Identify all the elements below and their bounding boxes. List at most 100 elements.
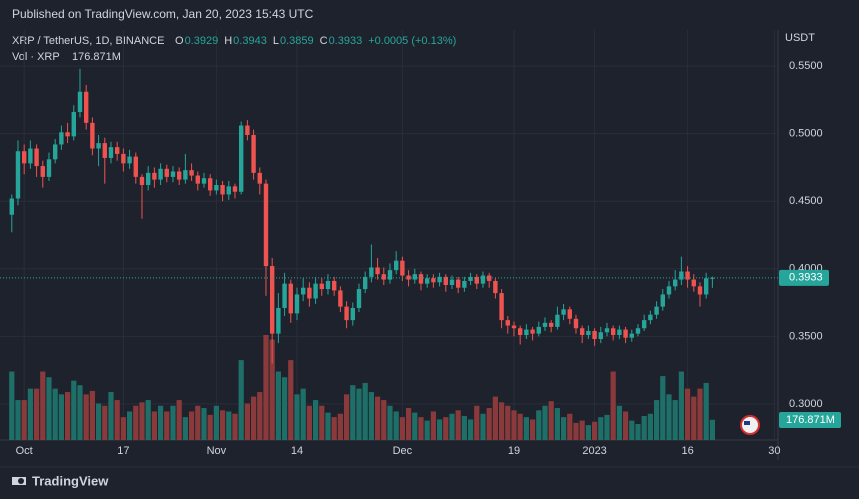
candle-body [34,148,39,167]
volume-bar [164,411,170,440]
candle-body [412,274,417,280]
candle-body [90,122,95,149]
volume-bar [635,424,641,440]
volume-bar [151,411,157,440]
volume-bar [610,371,616,440]
x-tick-label: Dec [393,445,413,457]
candle-body [648,314,653,321]
y-tick-label: 0.3000 [789,398,823,410]
x-tick-label: 17 [117,445,129,457]
volume-bar [281,377,288,440]
candle-body [52,144,58,160]
volume-bar [244,403,250,440]
candle-body [83,91,89,123]
volume-bar [399,417,405,440]
volume-bar [436,419,443,440]
volume-bar [405,408,412,440]
candle-body [15,151,21,199]
candle-body [424,278,430,284]
candle-body [710,277,715,279]
volume-bar [449,413,455,440]
volume-bar [343,394,350,440]
candle-body [139,176,145,185]
candle-body [176,171,182,180]
candle-body [276,307,281,334]
volume-bar [207,414,213,440]
candle-body [703,278,709,295]
volume-bar [517,413,523,440]
candle-body [269,266,275,334]
brand: TradingView [32,473,109,488]
volume-bar [536,410,542,440]
candle-body [220,185,225,195]
candle-body [195,175,200,184]
ohlc-legend-label: H [224,35,232,47]
candle-body [28,148,33,164]
y-tick-label: 0.5500 [789,60,823,72]
volume-bar [350,385,356,440]
ohlc-legend-value: 0.3933 [329,35,363,47]
candle-body [158,168,163,180]
candle-body [77,91,83,113]
candle-body [542,322,548,327]
candle-body [313,283,318,299]
volume-tag-label: 176.871M [786,414,835,426]
volume-bar [133,405,139,440]
candle-body [536,326,541,334]
candle-body [121,153,126,164]
candle-body [338,290,343,307]
volume-bar [703,382,709,440]
volume-bar [548,401,554,440]
volume-bar [226,411,232,440]
candle-body [226,186,231,195]
x-tick-label: Oct [16,445,33,457]
volume-bar [604,414,610,440]
candle-body [238,125,244,192]
candle-body [393,260,399,271]
candle-body [71,112,76,137]
volume-legend-value: 176.871M [72,51,121,63]
volume-bar [58,394,64,440]
volume-bar [213,405,219,440]
volume-bar [480,413,486,440]
y-tick-label: 0.5000 [789,128,823,140]
volume-bar [102,405,108,440]
volume-bar [573,422,579,440]
volume-bar [27,388,33,440]
volume-bar [467,419,474,440]
volume-bar [672,400,678,440]
volume-bar [306,405,312,440]
last-price-label: 0.3933 [789,272,823,284]
volume-bar [331,417,337,440]
candle-body [437,276,442,283]
volume-bar [697,388,703,440]
volume-bar [188,411,195,440]
volume-bar [381,400,387,440]
candle-body [555,314,560,327]
volume-bar [474,405,480,440]
last-price-tag [779,269,829,286]
volume-bar [362,382,368,440]
volume-bar [368,392,374,440]
volume-bar [424,420,430,440]
candle-body [505,320,510,326]
volume-bar [52,388,58,440]
candle-body [499,293,504,321]
volume-bar [579,420,585,440]
volume-bar [108,392,114,440]
volume-bar [505,405,511,440]
candle-body [127,156,132,164]
candle-body [164,168,169,177]
candle-body [462,280,467,288]
candle-body [474,276,479,284]
x-tick-label: 30 [768,445,780,457]
candle-body [350,307,355,321]
volume-bar [554,408,560,440]
candle-body [46,159,52,177]
plot [0,30,778,440]
volume-bar [598,417,604,440]
volume-bar [89,390,95,440]
volume-bar [294,394,300,440]
candle-body [96,143,101,149]
